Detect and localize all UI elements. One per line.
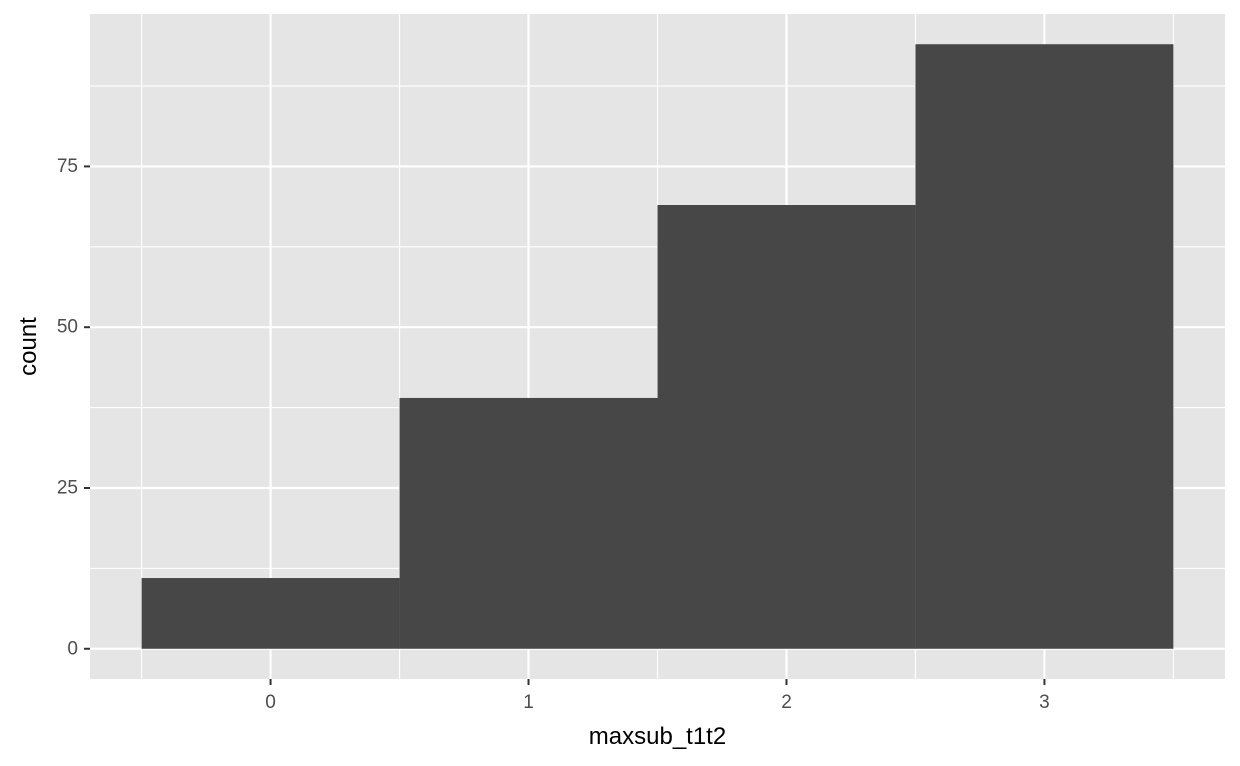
bars xyxy=(141,44,1174,649)
y-tick-label: 25 xyxy=(57,477,78,498)
x-tick-label: 2 xyxy=(781,692,792,713)
x-tick-label: 1 xyxy=(523,692,534,713)
y-axis: 0 25 50 75 xyxy=(57,156,90,659)
bar-3 xyxy=(915,44,1174,649)
y-tick-label: 75 xyxy=(57,156,78,177)
y-tick-label: 50 xyxy=(57,317,78,338)
bar-1 xyxy=(399,397,658,649)
x-axis: 0 1 2 3 xyxy=(265,679,1050,713)
bar-2 xyxy=(657,205,916,649)
x-tick-label: 3 xyxy=(1039,692,1050,713)
y-tick-label: 0 xyxy=(67,638,78,659)
x-axis-title: maxsub_t1t2 xyxy=(589,723,726,750)
bar-0 xyxy=(141,578,400,649)
y-axis-title: count xyxy=(15,317,42,376)
x-tick-label: 0 xyxy=(265,692,276,713)
